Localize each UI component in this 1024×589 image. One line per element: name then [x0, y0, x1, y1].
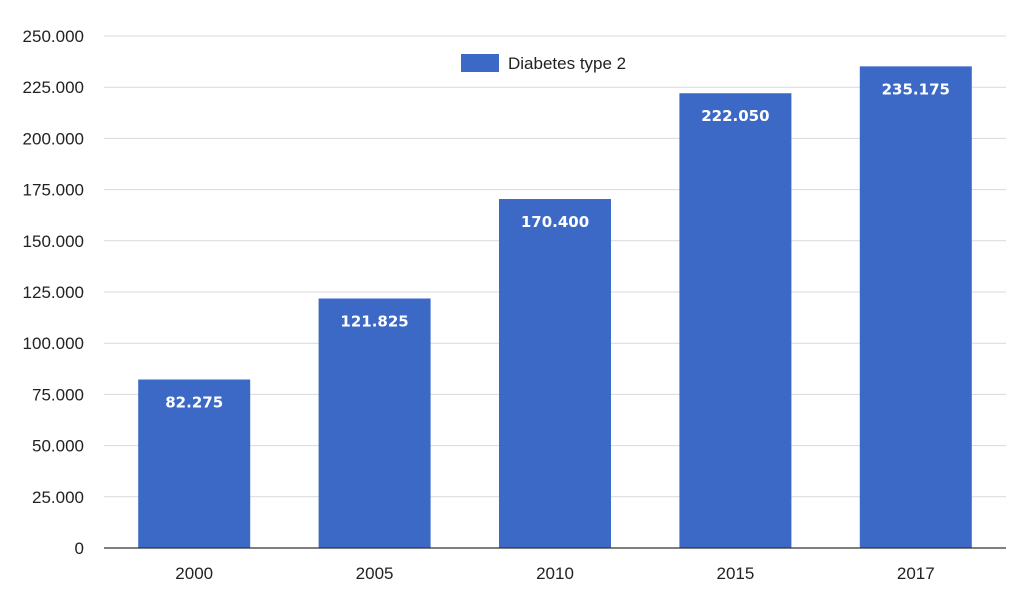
x-tick-label: 2005 [356, 564, 394, 583]
x-tick-label: 2000 [175, 564, 213, 583]
y-tick-label: 200.000 [23, 129, 84, 148]
y-tick-label: 225.000 [23, 78, 84, 97]
y-tick-label: 75.000 [32, 385, 84, 404]
bar-value-labels: 82.275 121.825 170.400 222.050 235.175 [165, 80, 950, 411]
bar-value-label: 235.175 [882, 80, 950, 98]
legend-label: Diabetes type 2 [508, 54, 626, 73]
x-tick-label: 2017 [897, 564, 935, 583]
y-tick-label: 175.000 [23, 181, 84, 200]
bar-2015 [679, 93, 792, 548]
bar-value-label: 222.050 [701, 107, 769, 125]
bar-value-label: 121.825 [340, 313, 408, 331]
y-tick-label: 250.000 [23, 27, 84, 46]
y-tick-label: 50.000 [32, 437, 84, 456]
bar-2005 [318, 298, 431, 548]
y-tick-label: 0 [75, 539, 84, 558]
y-tick-label: 25.000 [32, 488, 84, 507]
bars [138, 66, 972, 548]
bar-2017 [859, 66, 972, 548]
x-axis-tick-labels: 2000 2005 2010 2015 2017 [175, 564, 934, 583]
x-tick-label: 2010 [536, 564, 574, 583]
legend-swatch [461, 54, 499, 72]
x-tick-label: 2015 [716, 564, 754, 583]
legend: Diabetes type 2 [461, 54, 626, 73]
bar-value-label: 82.275 [165, 394, 223, 412]
bar-2000 [138, 379, 251, 548]
y-tick-label: 125.000 [23, 283, 84, 302]
y-axis-tick-labels: 0 25.000 50.000 75.000 100.000 125.000 150.000… [23, 27, 84, 558]
y-tick-label: 100.000 [23, 334, 84, 353]
bar-value-label: 170.400 [521, 213, 589, 231]
y-tick-label: 150.000 [23, 232, 84, 251]
bar-2010 [499, 199, 611, 548]
